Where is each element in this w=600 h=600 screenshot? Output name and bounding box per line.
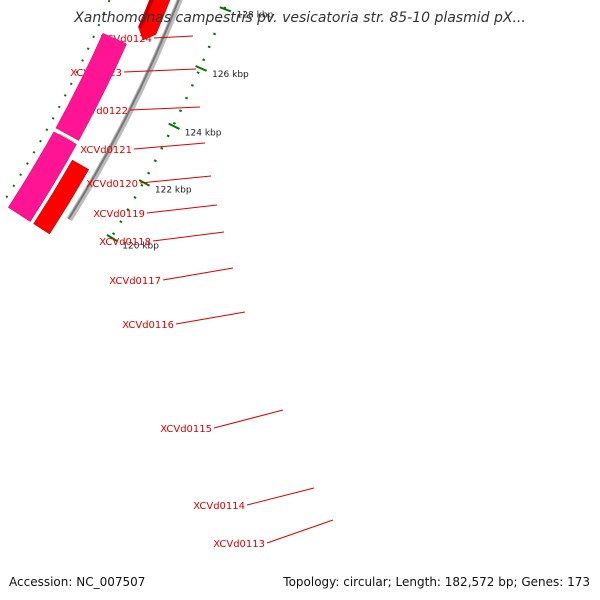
gene-label-XCVd0120: XCVd0120 bbox=[86, 179, 138, 190]
gene-arrow-continuation bbox=[33, 159, 90, 235]
backbone-ring bbox=[67, 0, 180, 220]
accession-label: Accession: NC_007507 bbox=[9, 575, 146, 589]
gene-shade-XCVd0116 bbox=[138, 0, 154, 29]
gene-leader-XCVd0116 bbox=[175, 311, 246, 325]
scale-tick-label: 122 kbp bbox=[155, 186, 192, 196]
scale-tick bbox=[168, 122, 180, 130]
gene-label-XCVd0116: XCVd0116 bbox=[122, 320, 174, 331]
gene-label-XCVd0115: XCVd0115 bbox=[160, 424, 212, 435]
gene-label-XCVd0117: XCVd0117 bbox=[109, 276, 161, 287]
gene-leader-XCVd0120 bbox=[139, 175, 212, 184]
gene-leader-XCVd0114 bbox=[246, 487, 315, 506]
gene-leader-XCVd0123 bbox=[123, 68, 197, 73]
gene-label-XCVd0119: XCVd0119 bbox=[93, 209, 145, 220]
gene-bar-continuation bbox=[8, 131, 77, 222]
gene-leader-XCVd0113 bbox=[266, 519, 334, 544]
gene-leader-XCVd0121 bbox=[133, 142, 206, 150]
map-title: Xanthomonas campestris pv. vesicatoria s… bbox=[74, 10, 526, 26]
gene-label-XCVd0121: XCVd0121 bbox=[80, 145, 132, 156]
scale-tick-label: 128 kbp bbox=[237, 11, 274, 21]
scale-tick-label: 124 kbp bbox=[185, 129, 222, 139]
gene-leader-XCVd0118 bbox=[152, 231, 225, 242]
gene-label-XCVd0114: XCVd0114 bbox=[193, 501, 245, 512]
gene-label-XCVd0124: XCVd0124 bbox=[100, 34, 152, 45]
gene-label-XCVd0122: XCVd0122 bbox=[76, 106, 128, 117]
scale-tick bbox=[106, 233, 118, 243]
gene-label-XCVd0118: XCVd0118 bbox=[99, 237, 151, 248]
gene-label-XCVd0113: XCVd0113 bbox=[213, 539, 265, 550]
summary-label: Topology: circular; Length: 182,572 bp; … bbox=[283, 575, 590, 589]
scale-tick bbox=[219, 6, 232, 13]
gene-leader-XCVd0119 bbox=[146, 204, 218, 214]
gene-leader-XCVd0115 bbox=[213, 409, 284, 429]
gene-leader-XCVd0117 bbox=[162, 267, 234, 281]
scale-tick bbox=[195, 65, 207, 72]
scale-tick-label: 120 kbp bbox=[122, 241, 159, 251]
gene-leader-XCVd0124 bbox=[153, 35, 194, 39]
gene-bar-XCVd0115 bbox=[55, 32, 127, 141]
gene-leader-XCVd0122 bbox=[129, 106, 201, 111]
scale-tick-label: 126 kbp bbox=[212, 70, 249, 80]
